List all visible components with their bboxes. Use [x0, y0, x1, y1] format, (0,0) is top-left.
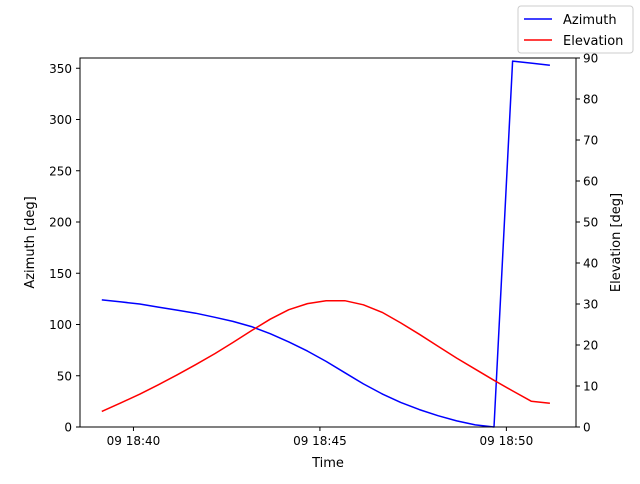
legend-elevation-label: Elevation — [563, 34, 623, 49]
y-left-tick-label: 350 — [49, 62, 72, 76]
y-right-tick-label: 0 — [583, 421, 591, 435]
series-line-azimuth — [101, 60, 550, 428]
y-left-tick-label: 300 — [49, 113, 72, 127]
x-tick-label: 09 18:50 — [480, 434, 534, 448]
series-line-elevation — [101, 299, 550, 413]
y-right-tick-label: 90 — [583, 52, 598, 66]
y-left-tick-label: 50 — [57, 369, 72, 383]
y-left-tick-label: 200 — [49, 216, 72, 230]
y-left-tick-label: 250 — [49, 164, 72, 178]
y-left-tick-label: 0 — [64, 421, 72, 435]
x-tick-label: 09 18:40 — [107, 434, 161, 448]
x-axis: 09 18:40 09 18:45 09 18:50 — [107, 427, 534, 448]
legend-azimuth-label: Azimuth — [563, 13, 617, 28]
x-tick-label: 09 18:45 — [293, 434, 347, 448]
y-axis-right-label: Elevation [deg] — [609, 193, 624, 292]
y-right-tick-label: 70 — [583, 134, 598, 148]
y-axis-right: 0 10 20 30 40 50 60 70 80 90 — [576, 52, 598, 435]
y-right-tick-label: 30 — [583, 298, 598, 312]
x-axis-label: Time — [311, 456, 344, 471]
y-right-tick-label: 80 — [583, 93, 598, 107]
series-layer — [101, 60, 550, 428]
y-right-tick-label: 10 — [583, 380, 598, 394]
y-right-tick-label: 40 — [583, 257, 598, 271]
legend: Azimuth Elevation — [517, 5, 634, 54]
y-axis-left: 0 50 100 150 200 250 300 350 — [49, 62, 80, 435]
y-left-tick-label: 100 — [49, 318, 72, 332]
y-right-tick-label: 20 — [583, 339, 598, 353]
y-left-tick-label: 150 — [49, 267, 72, 281]
y-axis-left-label: Azimuth [deg] — [23, 196, 38, 288]
y-right-tick-label: 60 — [583, 175, 598, 189]
y-right-tick-label: 50 — [583, 216, 598, 230]
legend-box — [517, 5, 634, 54]
plot-frame — [79, 57, 577, 428]
